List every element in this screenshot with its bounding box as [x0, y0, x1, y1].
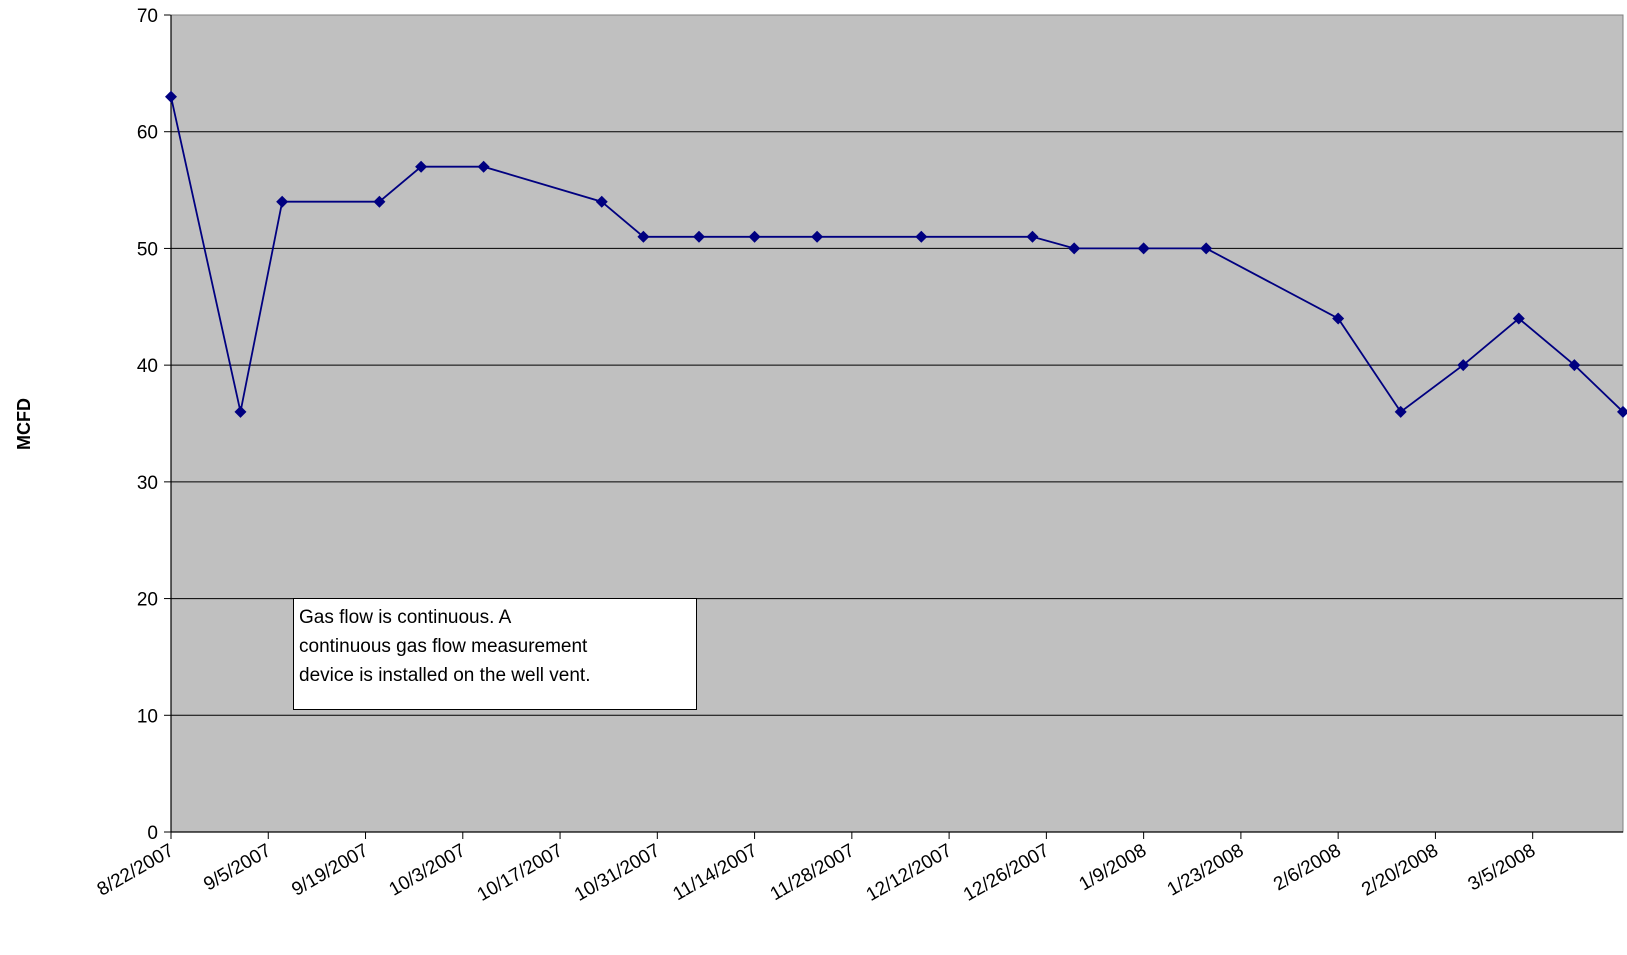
y-tick-label: 10 — [137, 706, 158, 727]
data-point — [693, 230, 705, 243]
x-tick-label: 8/22/2007 — [94, 840, 178, 900]
data-point — [1394, 405, 1407, 418]
x-tick-label: 10/3/2007 — [386, 840, 470, 900]
data-point — [276, 195, 289, 208]
data-point — [415, 160, 428, 173]
data-point — [165, 90, 177, 103]
y-tick-label: 20 — [137, 590, 158, 611]
x-tick-label: 12/12/2007 — [863, 840, 956, 906]
data-point — [1068, 242, 1081, 255]
axes — [164, 14, 1624, 839]
series-line — [170, 96, 1624, 414]
data-point — [811, 230, 824, 243]
x-tick-label: 1/9/2008 — [1076, 840, 1151, 895]
x-tick-label: 3/5/2008 — [1465, 840, 1540, 895]
data-point — [1568, 359, 1581, 372]
data-point — [477, 160, 490, 173]
x-tick-label: 12/26/2007 — [960, 840, 1053, 906]
x-tick-label: 1/23/2008 — [1164, 840, 1248, 900]
y-tick-label: 30 — [137, 473, 158, 494]
y-axis-label: MCFD — [14, 398, 34, 450]
y-tick-label: 0 — [147, 823, 158, 844]
annotation-line: device is installed on the well vent. — [299, 665, 591, 686]
data-point — [1200, 242, 1213, 255]
data-point — [1137, 242, 1150, 255]
data-point — [915, 230, 928, 243]
data-point — [595, 195, 608, 208]
y-tick-label: 60 — [137, 123, 158, 144]
data-point — [234, 405, 247, 418]
y-tick-labels: 0 10 20 30 40 50 60 70 — [137, 6, 158, 844]
data-point — [1332, 312, 1345, 325]
y-tick-label: 70 — [137, 6, 158, 27]
data-point — [637, 230, 650, 243]
x-tick-label: 10/17/2007 — [474, 840, 567, 906]
x-tick-label: 2/20/2008 — [1358, 840, 1442, 900]
data-point — [1026, 230, 1039, 243]
y-tick-label: 50 — [137, 239, 158, 260]
annotation-box: Gas flow is continuous. A continuous gas… — [293, 598, 697, 710]
data-point — [1457, 359, 1470, 372]
data-point — [748, 230, 761, 243]
x-tick-label: 11/14/2007 — [669, 840, 761, 905]
x-tick-label: 9/19/2007 — [288, 840, 372, 900]
data-series — [165, 90, 1627, 418]
x-tick-label: 2/6/2008 — [1270, 840, 1345, 895]
x-tick-label: 11/28/2007 — [767, 840, 859, 905]
annotation-line: Gas flow is continuous. A — [299, 607, 512, 628]
data-point — [373, 195, 386, 208]
x-tick-label: 9/5/2007 — [200, 840, 275, 895]
annotation-line: continuous gas flow measurement — [299, 636, 588, 657]
x-tick-label: 10/31/2007 — [571, 840, 664, 906]
data-point — [1617, 405, 1627, 418]
y-tick-label: 40 — [137, 356, 158, 377]
x-tick-labels: 8/22/2007 9/5/2007 9/19/2007 10/3/2007 10/17… — [94, 840, 1539, 906]
data-point — [1512, 312, 1525, 325]
